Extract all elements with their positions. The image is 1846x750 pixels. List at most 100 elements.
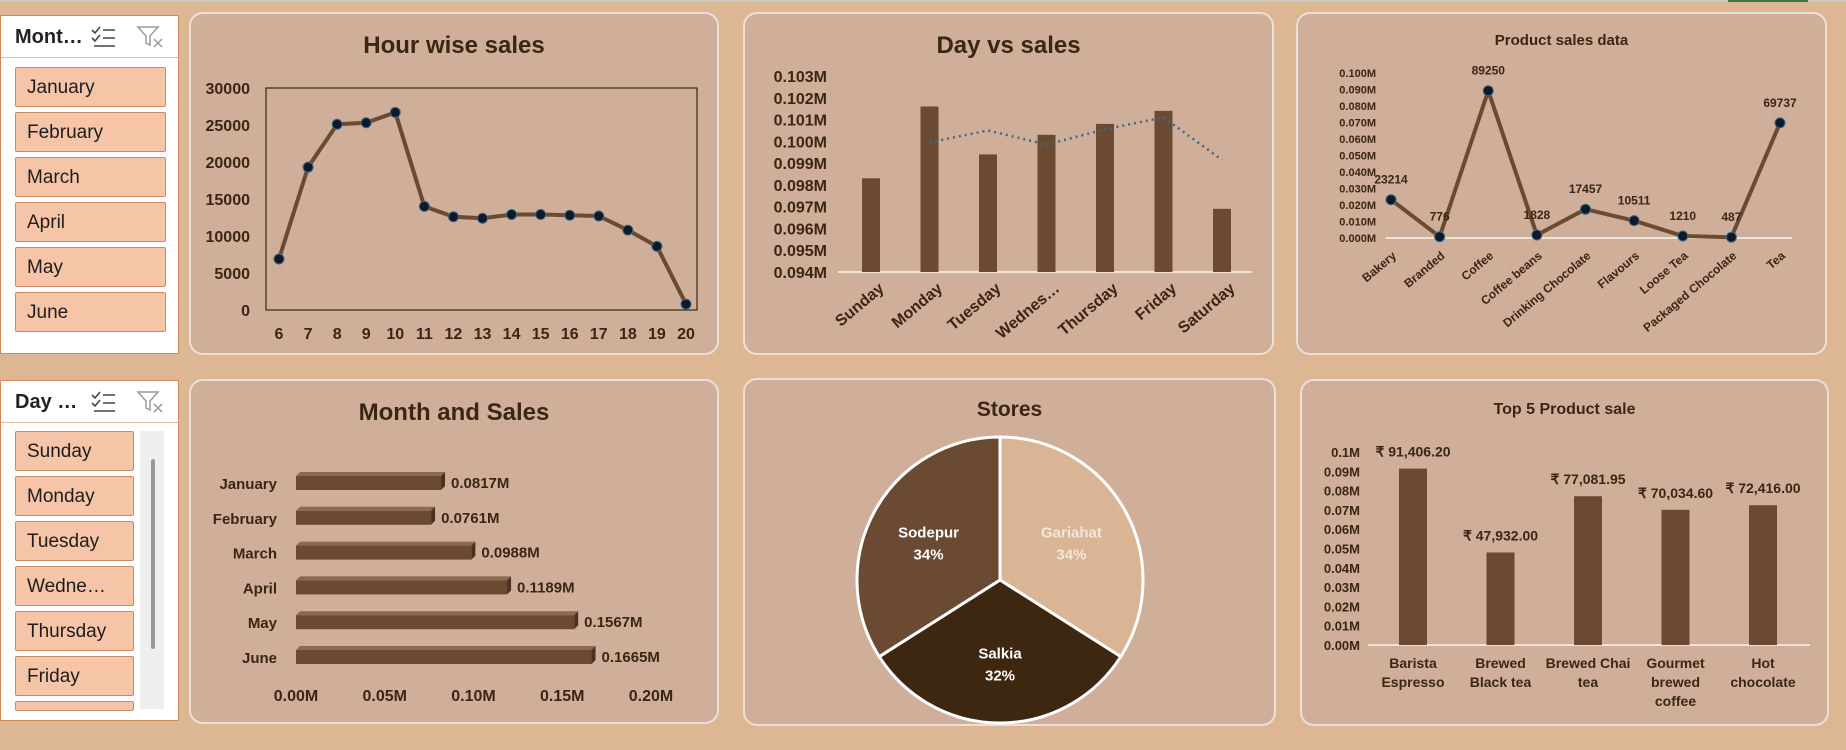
multi-select-icon[interactable] (89, 24, 117, 50)
y-tick-label: 30000 (206, 81, 251, 98)
y-tick-label: 0.094M (774, 265, 827, 282)
x-tick-label: Sunday (832, 280, 887, 330)
data-label: 0.0761M (441, 510, 499, 527)
data-point (418, 200, 430, 212)
data-point (651, 240, 663, 252)
data-point (593, 210, 605, 222)
data-label: 0.1189M (517, 579, 575, 596)
data-point (1434, 231, 1446, 243)
x-tick-label: Black tea (1470, 674, 1532, 690)
slicer-item-monday[interactable]: Monday (15, 476, 134, 516)
clear-filter-icon[interactable] (136, 389, 164, 415)
x-tick-label: 8 (333, 326, 342, 343)
slicer-item-june[interactable]: June (15, 292, 166, 332)
data-point (331, 118, 343, 130)
slicer-item-april[interactable]: April (15, 202, 166, 242)
x-tick-label: 16 (561, 326, 579, 343)
bar-top-face (296, 506, 436, 511)
slicer-item-tuesday[interactable]: Tuesday (15, 521, 134, 561)
data-point (1580, 203, 1591, 215)
data-point (680, 298, 692, 310)
x-tick-label: 13 (474, 326, 492, 343)
y-tick-label: 0.080M (1339, 101, 1376, 113)
data-point (506, 209, 518, 221)
x-tick-label: Brewed Chai (1546, 655, 1631, 671)
slice-percent: 32% (985, 668, 1015, 685)
slice-label: Gariahat (1041, 525, 1102, 542)
x-tick-label: 6 (275, 326, 284, 343)
data-point (477, 212, 488, 224)
x-tick-label: Packaged Chocolate (1640, 248, 1739, 334)
x-tick-label: Tea (1764, 248, 1788, 272)
data-point (1482, 85, 1494, 97)
y-tick-label: 0.030M (1339, 184, 1376, 196)
top5-panel: Top 5 Product sale 0.00M 0.01M 0.02M 0.03M 0… (1300, 379, 1829, 726)
data-label: 776 (1430, 210, 1450, 224)
y-tick-label: 0.07M (1324, 503, 1360, 518)
data-point (1677, 230, 1689, 242)
sheet-top-border (0, 0, 1846, 2)
day-slicer-scroll-thumb[interactable] (151, 459, 155, 649)
y-tick-label: 0.02M (1324, 599, 1360, 614)
x-tick-label: 11 (416, 326, 433, 343)
data-label: ₹ 47,932.00 (1463, 527, 1538, 543)
bar (1486, 552, 1515, 645)
bar-top-face (296, 611, 579, 616)
y-tick-label: 5000 (214, 266, 250, 283)
slicer-item-partial[interactable] (15, 701, 134, 711)
slicer-item-thursday[interactable]: Thursday (15, 611, 134, 651)
data-point (389, 106, 401, 118)
bar (296, 650, 592, 664)
x-tick-label: Brewed (1475, 655, 1526, 671)
y-tick-label: April (243, 580, 277, 597)
y-tick-label: February (213, 511, 278, 528)
y-tick-label: May (248, 615, 278, 632)
month-sales-chart: 0.00M 0.05M 0.10M 0.15M 0.20M January 0.0817M F… (213, 472, 673, 705)
slicer-item-january[interactable]: January (15, 67, 166, 107)
slicer-item-wedne[interactable]: Wedne… (15, 566, 134, 606)
x-tick-label: Tuesday (945, 280, 1005, 334)
plot-area-border (265, 87, 698, 311)
chart-title: Stores (976, 398, 1043, 421)
data-point (302, 161, 314, 173)
bar-top-face (296, 541, 476, 546)
y-tick-label: 0.09M (1324, 464, 1360, 479)
x-tick-label: 0.00M (274, 688, 318, 705)
x-tick-label: brewed (1651, 674, 1700, 690)
series-line (277, 110, 688, 305)
y-tick-label: 0.08M (1324, 484, 1360, 499)
moving-average-trendline (929, 116, 1223, 161)
slice-percent: 34% (1056, 547, 1086, 564)
clear-filter-icon[interactable] (136, 24, 164, 50)
multi-select-icon[interactable] (89, 389, 117, 415)
slicer-item-sunday[interactable]: Sunday (15, 431, 134, 471)
x-tick-label: 0.15M (540, 688, 584, 705)
pie-slice (877, 578, 1123, 725)
data-label: 0.0988M (481, 545, 539, 562)
slicer-item-march[interactable]: March (15, 157, 166, 197)
slicer-item-friday[interactable]: Friday (15, 656, 134, 696)
y-tick-label: 0.01M (1324, 619, 1360, 634)
y-tick-label: 0.000M (1339, 233, 1376, 245)
data-label: 1210 (1669, 209, 1696, 223)
day-slicer-title: Day … (15, 391, 78, 413)
sheet-active-indicator (1728, 0, 1808, 2)
x-tick-label: Espresso (1381, 674, 1444, 690)
y-tick-label: 0.090M (1339, 85, 1376, 97)
y-tick-label: 0.060M (1339, 134, 1376, 146)
x-tick-label: 0.05M (363, 688, 407, 705)
x-tick-label: 14 (503, 326, 521, 343)
data-point (1725, 231, 1737, 243)
chart-title: Product sales data (1494, 32, 1629, 49)
chart-title: Month and Sales (358, 399, 550, 426)
data-point (447, 211, 459, 223)
y-tick-label: 20000 (206, 155, 251, 172)
month-sales-panel: Month and Sales 0.00M 0.05M 0.10M 0.15M 0.20… (189, 379, 719, 724)
slicer-item-february[interactable]: February (15, 112, 166, 152)
slicer-item-may[interactable]: May (15, 247, 166, 287)
y-tick-label: 0 (241, 303, 250, 320)
data-point (1774, 117, 1786, 129)
y-tick-label: 0.095M (774, 243, 827, 260)
bar (296, 545, 472, 560)
data-point (360, 117, 372, 129)
